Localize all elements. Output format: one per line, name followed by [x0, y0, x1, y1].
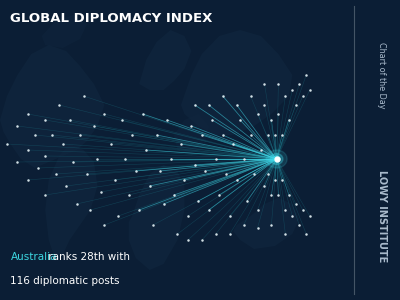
- Polygon shape: [0, 45, 104, 168]
- Polygon shape: [174, 114, 209, 156]
- Text: Australia: Australia: [10, 252, 57, 262]
- Circle shape: [270, 154, 283, 164]
- Polygon shape: [233, 198, 299, 249]
- Text: 116 diplomatic posts: 116 diplomatic posts: [10, 276, 120, 286]
- Text: LOWY INSTITUTE: LOWY INSTITUTE: [377, 170, 387, 262]
- Text: GLOBAL DIPLOMACY INDEX: GLOBAL DIPLOMACY INDEX: [10, 12, 213, 25]
- Polygon shape: [45, 144, 98, 261]
- Polygon shape: [181, 30, 292, 135]
- Circle shape: [266, 150, 287, 168]
- Text: Chart of the Day: Chart of the Day: [377, 42, 386, 108]
- Polygon shape: [129, 165, 184, 270]
- Circle shape: [273, 156, 280, 162]
- Circle shape: [275, 158, 278, 160]
- Polygon shape: [139, 30, 192, 90]
- Polygon shape: [42, 15, 87, 48]
- Text: ranks 28th with: ranks 28th with: [44, 252, 130, 262]
